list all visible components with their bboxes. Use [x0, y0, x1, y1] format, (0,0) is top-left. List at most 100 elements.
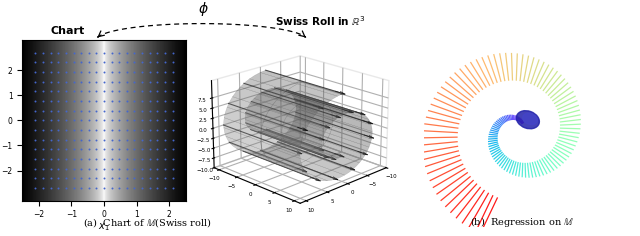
Point	[129, 51, 140, 55]
Point	[168, 128, 178, 132]
Point	[168, 148, 178, 151]
Point	[84, 80, 94, 84]
Point	[76, 80, 86, 84]
Point	[122, 157, 132, 161]
Point	[53, 177, 63, 180]
Point	[106, 109, 116, 113]
Point	[160, 157, 170, 161]
Point	[122, 70, 132, 74]
Point	[84, 128, 94, 132]
Point	[92, 148, 102, 151]
Point	[114, 80, 124, 84]
Point	[145, 118, 155, 122]
Point	[84, 148, 94, 151]
Point	[38, 99, 48, 103]
Point	[76, 51, 86, 55]
Point	[76, 148, 86, 151]
Point	[84, 118, 94, 122]
Ellipse shape	[516, 111, 540, 129]
Point	[114, 157, 124, 161]
Point	[99, 138, 109, 142]
Point	[30, 128, 40, 132]
Point	[152, 157, 163, 161]
Point	[152, 128, 163, 132]
Point	[99, 148, 109, 151]
Point	[168, 157, 178, 161]
Point	[84, 167, 94, 171]
Point	[160, 167, 170, 171]
Point	[122, 109, 132, 113]
Point	[84, 99, 94, 103]
Point	[99, 157, 109, 161]
Point	[38, 80, 48, 84]
Point	[30, 80, 40, 84]
Point	[92, 186, 102, 190]
Point	[122, 138, 132, 142]
Point	[38, 118, 48, 122]
Point	[53, 70, 63, 74]
Point	[84, 186, 94, 190]
Point	[122, 80, 132, 84]
Point	[145, 186, 155, 190]
Point	[68, 118, 79, 122]
Point	[152, 80, 163, 84]
Point	[106, 186, 116, 190]
Point	[114, 51, 124, 55]
Point	[129, 128, 140, 132]
Point	[68, 51, 79, 55]
Point	[168, 167, 178, 171]
Text: Swiss Roll in $\mathbb{R}^3$: Swiss Roll in $\mathbb{R}^3$	[275, 14, 365, 28]
Point	[145, 177, 155, 180]
Point	[45, 148, 56, 151]
Point	[160, 70, 170, 74]
Point	[152, 186, 163, 190]
Point	[137, 177, 147, 180]
Point	[61, 99, 71, 103]
Point	[122, 128, 132, 132]
Point	[53, 186, 63, 190]
Point	[152, 51, 163, 55]
Point	[30, 118, 40, 122]
Point	[99, 89, 109, 93]
Point	[30, 109, 40, 113]
Text: Chart: Chart	[50, 26, 84, 36]
Point	[114, 118, 124, 122]
Point	[45, 118, 56, 122]
Point	[76, 177, 86, 180]
Point	[45, 157, 56, 161]
Point	[53, 89, 63, 93]
Point	[129, 138, 140, 142]
Point	[76, 70, 86, 74]
X-axis label: $x_1$: $x_1$	[98, 221, 110, 232]
Point	[122, 148, 132, 151]
Point	[114, 128, 124, 132]
Point	[168, 89, 178, 93]
Point	[68, 138, 79, 142]
Point	[61, 70, 71, 74]
Point	[30, 51, 40, 55]
Point	[114, 99, 124, 103]
Point	[129, 109, 140, 113]
Point	[61, 51, 71, 55]
Point	[45, 60, 56, 64]
Point	[137, 60, 147, 64]
Point	[168, 109, 178, 113]
Point	[106, 167, 116, 171]
Point	[168, 186, 178, 190]
Point	[160, 148, 170, 151]
Point	[129, 99, 140, 103]
Point	[114, 109, 124, 113]
Point	[99, 186, 109, 190]
Point	[38, 60, 48, 64]
Point	[53, 138, 63, 142]
Point	[99, 128, 109, 132]
Point	[160, 109, 170, 113]
Point	[68, 177, 79, 180]
Point	[84, 109, 94, 113]
Point	[92, 60, 102, 64]
Point	[68, 167, 79, 171]
Point	[92, 70, 102, 74]
Point	[160, 80, 170, 84]
Point	[92, 177, 102, 180]
Point	[114, 186, 124, 190]
